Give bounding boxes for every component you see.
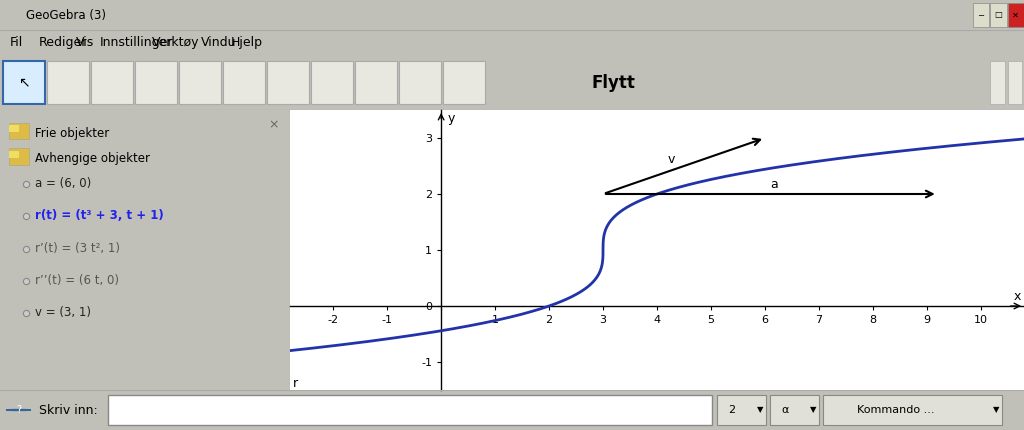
Text: ↖: ↖	[18, 76, 30, 89]
Bar	[990, 3, 1007, 27]
Text: r(t) = (t³ + 3, t + 1): r(t) = (t³ + 3, t + 1)	[35, 209, 164, 222]
Text: Vindu: Vindu	[201, 36, 237, 49]
Text: ▼: ▼	[757, 405, 763, 415]
Bar	[311, 61, 353, 104]
Text: Innstillinger: Innstillinger	[99, 36, 173, 49]
Bar	[3, 61, 45, 104]
Bar	[399, 61, 441, 104]
Text: Flytt: Flytt	[592, 74, 636, 92]
Bar	[823, 395, 1002, 425]
Text: GeoGebra (3): GeoGebra (3)	[26, 9, 105, 22]
Bar	[135, 61, 177, 104]
Text: x: x	[1014, 290, 1021, 303]
Bar	[8, 150, 18, 158]
Text: α: α	[781, 405, 790, 415]
Text: 2: 2	[729, 405, 735, 415]
Text: a: a	[770, 178, 778, 191]
Text: Avhengige objekter: Avhengige objekter	[35, 152, 150, 165]
Bar	[267, 61, 309, 104]
Text: r’’(t) = (6 t, 0): r’’(t) = (6 t, 0)	[35, 274, 119, 287]
Bar	[8, 148, 29, 165]
Bar	[973, 3, 989, 27]
Text: r’(t) = (3 t², 1): r’(t) = (3 t², 1)	[35, 242, 120, 255]
Bar	[91, 61, 133, 104]
Text: Verktøy: Verktøy	[152, 36, 199, 49]
Circle shape	[6, 409, 31, 411]
Text: Fil: Fil	[10, 36, 24, 49]
Bar	[47, 61, 89, 104]
Text: Vis: Vis	[76, 36, 94, 49]
Bar	[443, 61, 485, 104]
Bar	[108, 395, 712, 425]
Text: r: r	[293, 377, 298, 390]
Bar	[770, 395, 819, 425]
Text: Kommando ...: Kommando ...	[857, 405, 935, 415]
Bar	[1008, 3, 1024, 27]
Text: ×: ×	[268, 118, 279, 132]
Bar	[1008, 61, 1022, 104]
Text: ▼: ▼	[810, 405, 816, 415]
Text: a = (6, 0): a = (6, 0)	[35, 177, 91, 190]
Text: ▼: ▼	[993, 405, 999, 415]
Text: v = (3, 1): v = (3, 1)	[35, 306, 91, 319]
Bar	[8, 123, 29, 139]
Text: v: v	[668, 153, 675, 166]
Bar	[990, 61, 1005, 104]
Text: Skriv inn:: Skriv inn:	[39, 403, 97, 417]
Text: Frie objekter: Frie objekter	[35, 127, 109, 140]
Text: Hjelp: Hjelp	[230, 36, 262, 49]
Bar	[223, 61, 265, 104]
Text: y: y	[447, 112, 455, 125]
Bar	[355, 61, 397, 104]
Text: ✕: ✕	[1013, 10, 1019, 19]
Text: □: □	[994, 10, 1002, 19]
Text: ─: ─	[979, 10, 983, 19]
Bar	[179, 61, 221, 104]
Text: ?: ?	[15, 405, 22, 415]
Text: Rediger: Rediger	[39, 36, 87, 49]
Bar	[8, 126, 18, 132]
Bar	[717, 395, 766, 425]
